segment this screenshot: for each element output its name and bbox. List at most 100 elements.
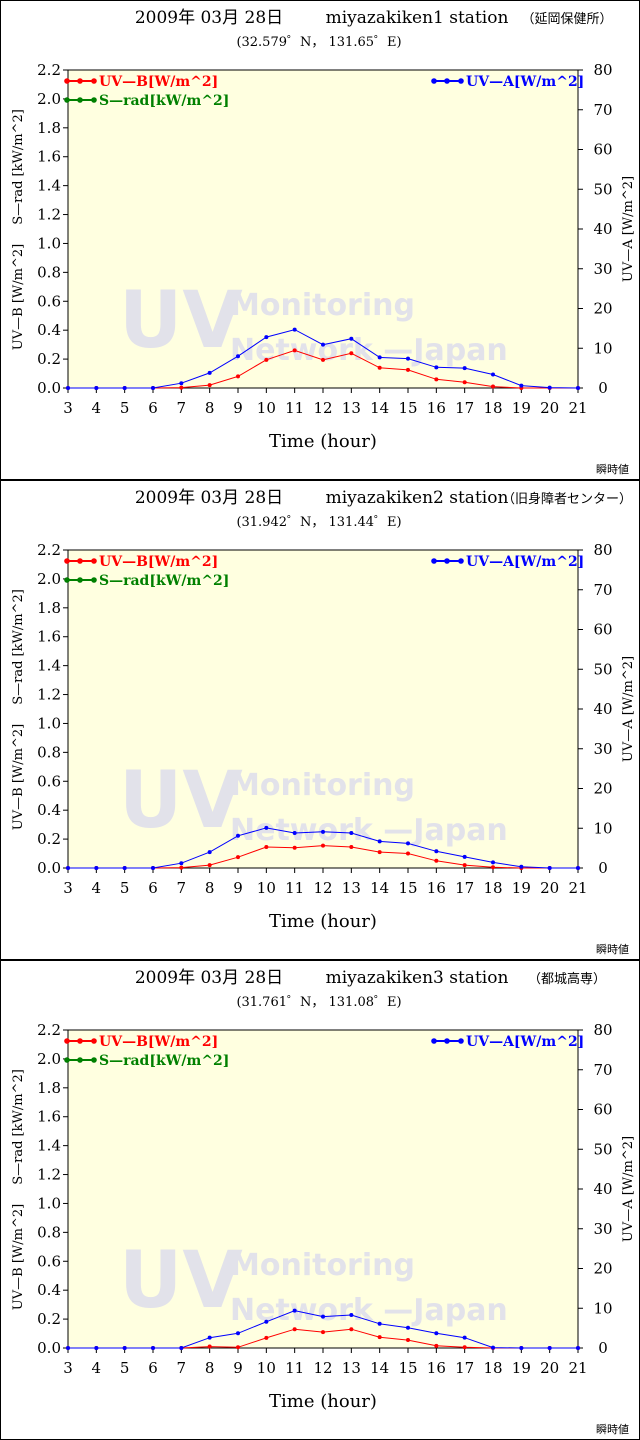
legend-uva-swatch-marker: [458, 78, 464, 84]
y-right-tick-label: 40: [593, 700, 612, 718]
uva-point: [264, 825, 269, 830]
legend-uva-label: UV—A[W/m^2]: [466, 1034, 584, 1050]
uva-point: [94, 386, 99, 390]
y-left-label-srad: S—rad [kW/m^2]: [11, 1069, 26, 1185]
uva-point: [321, 1314, 325, 1319]
legend-uvb-swatch-marker: [77, 78, 83, 84]
uva-point: [377, 355, 382, 360]
x-tick-label: 17: [455, 1359, 474, 1377]
legend-srad-swatch-marker: [77, 1057, 83, 1063]
uva-point: [179, 1346, 184, 1350]
legend-srad-swatch-marker: [64, 577, 70, 583]
y-left-tick-label: 0.4: [37, 321, 61, 339]
legend-uvb-swatch-marker: [91, 78, 97, 84]
chart-date: 2009年 03月 28日: [135, 8, 283, 28]
y-left-tick-label: 0.8: [37, 743, 61, 761]
x-tick-label: 9: [233, 879, 243, 897]
x-tick-label: 10: [257, 879, 276, 897]
x-tick-label: 11: [285, 1359, 304, 1377]
uva-point: [207, 850, 212, 855]
x-tick-label: 17: [455, 399, 474, 417]
watermark-line1: Monitoring: [230, 288, 415, 323]
x-tick-label: 10: [257, 399, 276, 417]
y-left-tick-label: 1.6: [37, 148, 61, 166]
uvb-point: [264, 357, 269, 362]
station-name: miyazakiken3 station: [326, 968, 509, 988]
y-left-tick-label: 0.8: [37, 263, 61, 281]
uvb-point: [406, 851, 410, 856]
uva-point: [434, 1331, 439, 1336]
uva-point: [122, 386, 127, 390]
legend-srad-swatch-marker: [77, 577, 83, 583]
uva-point: [462, 366, 467, 371]
uva-point: [377, 1321, 382, 1326]
x-tick-label: 8: [205, 879, 215, 897]
uva-point: [406, 841, 410, 846]
y-left-tick-label: 1.4: [37, 177, 61, 195]
uvb-point: [406, 1338, 410, 1343]
uvb-point: [207, 863, 212, 868]
uva-point: [236, 354, 240, 359]
uva-point: [547, 385, 552, 390]
station-name: miyazakiken1 station: [326, 8, 509, 28]
uvb-point: [236, 855, 240, 860]
legend-uva-swatch-marker: [458, 558, 464, 564]
uva-point: [491, 860, 495, 865]
uvb-point: [349, 351, 354, 356]
y-right-tick-label: 50: [593, 660, 612, 678]
y-right-tick-label: 80: [593, 61, 612, 79]
station-location: （延岡保健所）: [521, 12, 612, 27]
x-tick-label: 3: [63, 1359, 73, 1377]
uvb-point: [321, 843, 325, 848]
y-right-tick-label: 60: [593, 621, 612, 639]
uvb-point: [236, 374, 240, 379]
y-left-label-srad: S—rad [kW/m^2]: [11, 589, 26, 705]
uvb-point: [462, 863, 467, 868]
uva-point: [264, 1319, 269, 1324]
uva-point: [491, 1345, 495, 1350]
x-tick-label: 12: [313, 399, 332, 417]
legend-uvb-label: UV—B[W/m^2]: [99, 554, 218, 570]
x-tick-label: 7: [177, 399, 187, 417]
legend-srad-swatch-marker: [91, 1057, 97, 1063]
y-left-tick-label: 1.8: [37, 1079, 61, 1097]
uva-point: [321, 829, 325, 834]
x-tick-label: 21: [568, 399, 587, 417]
x-tick-label: 4: [92, 1359, 102, 1377]
legend-uva-swatch-marker: [444, 558, 450, 564]
uvb-point: [264, 1335, 269, 1340]
x-tick-label: 21: [568, 1359, 587, 1377]
uvb-point: [236, 1345, 240, 1350]
legend-uva-swatch-marker: [444, 1038, 450, 1044]
uvb-point: [179, 865, 184, 870]
watermark-uv: UV: [119, 276, 243, 366]
y-left-tick-label: 1.0: [37, 714, 61, 732]
x-tick-label: 9: [233, 1359, 243, 1377]
chart-panel-2: 2009年 03月 28日 miyazakiken2 station （旧身障者セン…: [0, 480, 640, 960]
y-left-tick-label: 2.0: [37, 570, 61, 588]
x-tick-label: 6: [148, 1359, 158, 1377]
uvb-point: [406, 367, 410, 372]
uvb-point: [491, 865, 495, 870]
x-tick-label: 20: [540, 1359, 559, 1377]
station-coordinates: (31.942゜N， 131.44゜E): [236, 515, 401, 530]
uva-point: [207, 370, 212, 375]
y-left-tick-label: 0.4: [37, 801, 61, 819]
footer-label: 瞬時値: [596, 1423, 629, 1436]
legend-uva-swatch-marker: [444, 78, 450, 84]
uva-point: [122, 1346, 127, 1350]
legend-uvb-swatch-marker: [77, 558, 83, 564]
x-tick-label: 12: [313, 1359, 332, 1377]
uva-point: [462, 854, 467, 859]
x-tick-label: 21: [568, 879, 587, 897]
legend-uvb-label: UV—B[W/m^2]: [99, 74, 218, 90]
uva-point: [434, 365, 439, 370]
y-left-label-uvb: UV—B [W/m^2]: [11, 724, 26, 830]
uva-point: [349, 1313, 354, 1318]
x-tick-label: 11: [285, 879, 304, 897]
uva-point: [491, 372, 495, 377]
y-right-tick-label: 60: [593, 141, 612, 159]
y-right-tick-label: 20: [593, 300, 612, 318]
y-left-tick-label: 0.2: [37, 1310, 61, 1328]
y-right-tick-label: 80: [593, 541, 612, 559]
